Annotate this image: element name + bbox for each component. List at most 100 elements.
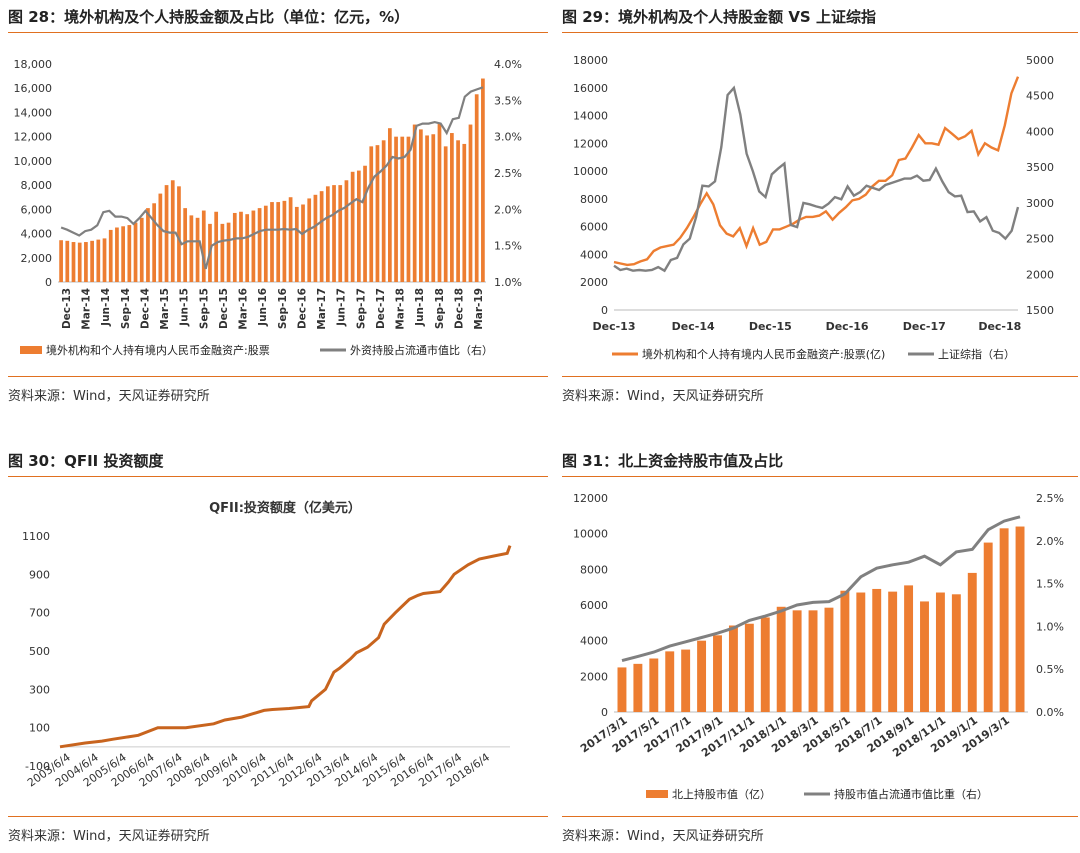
bar bbox=[338, 185, 343, 282]
x-tick-label: Sep-18 bbox=[434, 288, 446, 329]
bar bbox=[999, 528, 1009, 712]
bar bbox=[214, 211, 219, 282]
y-tick-label: 2,000 bbox=[21, 252, 53, 265]
legend-label: 境外机构和个人持有境内人民币金融资产:股票 bbox=[46, 343, 270, 357]
bar bbox=[381, 140, 386, 282]
bar bbox=[127, 225, 132, 282]
x-tick-label: Mar-14 bbox=[81, 288, 93, 330]
y-tick-label: 2000 bbox=[580, 276, 608, 289]
bar bbox=[872, 588, 882, 712]
bar bbox=[935, 592, 945, 712]
bar bbox=[183, 208, 188, 282]
legend-label: 外资持股占流通市值比（右） bbox=[350, 343, 493, 357]
y2-tick-label: 3.5% bbox=[494, 94, 522, 107]
x-tick-label: Mar-19 bbox=[473, 288, 485, 330]
bar bbox=[808, 610, 818, 712]
y-tick-label: 900 bbox=[29, 568, 50, 581]
bar bbox=[394, 136, 398, 282]
x-tick-label: Sep-16 bbox=[277, 288, 289, 329]
x-tick-label: Mar-15 bbox=[159, 288, 171, 330]
bar bbox=[617, 667, 627, 712]
y2-tick-label: 2.5% bbox=[494, 167, 522, 180]
y2-tick-label: 0.5% bbox=[1036, 663, 1064, 676]
bar bbox=[369, 146, 374, 282]
y2-tick-label: 2.0% bbox=[1036, 535, 1064, 548]
y-tick-label: 100 bbox=[29, 722, 50, 735]
chart-fig30: QFII:投资额度（亿美元）-1001003005007009001100200… bbox=[22, 500, 512, 790]
legend-label: 境外机构和个人持有境内人民币金融资产:股票(亿) bbox=[642, 347, 885, 361]
bar bbox=[920, 601, 929, 712]
x-tick-label: Dec-17 bbox=[903, 320, 946, 333]
bar bbox=[431, 134, 436, 282]
x-tick-label: Jun-18 bbox=[414, 288, 426, 327]
y-tick-label: 4,000 bbox=[21, 228, 53, 241]
bar bbox=[633, 663, 643, 712]
bar bbox=[220, 223, 225, 282]
y-tick-label: 18000 bbox=[573, 54, 608, 67]
y-tick-label: 6,000 bbox=[21, 203, 53, 216]
bar bbox=[195, 217, 200, 282]
bar bbox=[77, 242, 82, 282]
y2-tick-label: 3000 bbox=[1026, 197, 1054, 210]
bar bbox=[90, 240, 94, 282]
y2-tick-label: 2500 bbox=[1026, 233, 1054, 246]
bar bbox=[419, 129, 423, 282]
source-note: 资料来源：Wind，天风证券研究所 bbox=[8, 376, 548, 404]
bar bbox=[108, 229, 113, 282]
bar bbox=[697, 640, 707, 712]
panel-fig31: 图 31：北上资金持股市值及占比 0 2000 4000 6000 8000 10000 1… bbox=[562, 448, 1078, 853]
x-tick-label: Sep-15 bbox=[198, 288, 210, 329]
bar bbox=[152, 203, 157, 282]
y2-tick-label: 4.0% bbox=[494, 58, 522, 71]
source-note: 资料来源：Wind，天风证券研究所 bbox=[8, 816, 548, 844]
y-tick-label: 14000 bbox=[573, 110, 608, 123]
bar bbox=[400, 136, 405, 282]
bar bbox=[356, 170, 361, 282]
bar bbox=[344, 180, 349, 282]
series-line bbox=[621, 515, 1021, 663]
y2-tick-label: 1.0% bbox=[1036, 620, 1064, 633]
x-tick-label: Dec-16 bbox=[826, 320, 869, 333]
x-tick-label: Dec-14 bbox=[672, 320, 715, 333]
series-line bbox=[613, 76, 1020, 267]
x-tick-label: Mar-16 bbox=[238, 288, 250, 330]
x-tick-label: Jun-15 bbox=[179, 288, 191, 327]
y-tick-label: 0 bbox=[601, 304, 608, 317]
x-tick-label: Jun-14 bbox=[100, 288, 112, 327]
bar bbox=[251, 210, 256, 282]
bar bbox=[904, 585, 914, 712]
bar bbox=[840, 590, 850, 712]
bar bbox=[313, 194, 318, 282]
y2-tick-label: 3.0% bbox=[494, 131, 522, 144]
y-tick-label: 0 bbox=[45, 276, 52, 289]
y-tick-label: 10000 bbox=[573, 528, 608, 541]
y-tick-label: 700 bbox=[29, 607, 50, 620]
bar bbox=[189, 215, 194, 282]
bar bbox=[437, 123, 442, 282]
bar bbox=[983, 542, 993, 712]
y-tick-label: 8000 bbox=[580, 563, 608, 576]
x-tick-label: Dec-13 bbox=[61, 288, 73, 329]
bar bbox=[412, 124, 417, 282]
x-tick-label: Dec-13 bbox=[593, 320, 636, 333]
bar bbox=[665, 651, 675, 712]
y2-tick-label: 2000 bbox=[1026, 268, 1054, 281]
bar bbox=[158, 193, 163, 282]
bar bbox=[375, 145, 380, 282]
bar bbox=[307, 198, 312, 282]
y-tick-label: 4000 bbox=[580, 248, 608, 261]
bar bbox=[146, 208, 150, 282]
bar bbox=[468, 124, 473, 282]
x-tick-label: Dec-17 bbox=[375, 288, 387, 329]
y-tick-label: -100 bbox=[25, 760, 50, 773]
y-tick-label: 12000 bbox=[573, 137, 608, 150]
y-tick-label: 18,000 bbox=[14, 58, 53, 71]
panel-fig28: 图 28：境外机构及个人持股金额及占比（单位：亿元，%） 0 2,000 4,000… bbox=[8, 4, 548, 424]
x-tick-label: Mar-17 bbox=[316, 288, 328, 330]
y2-tick-label: 0.0% bbox=[1036, 706, 1064, 719]
y-tick-label: 0 bbox=[601, 706, 608, 719]
y-tick-label: 10000 bbox=[573, 165, 608, 178]
bar bbox=[443, 146, 448, 282]
bar bbox=[744, 623, 754, 712]
series-line bbox=[613, 85, 1020, 273]
